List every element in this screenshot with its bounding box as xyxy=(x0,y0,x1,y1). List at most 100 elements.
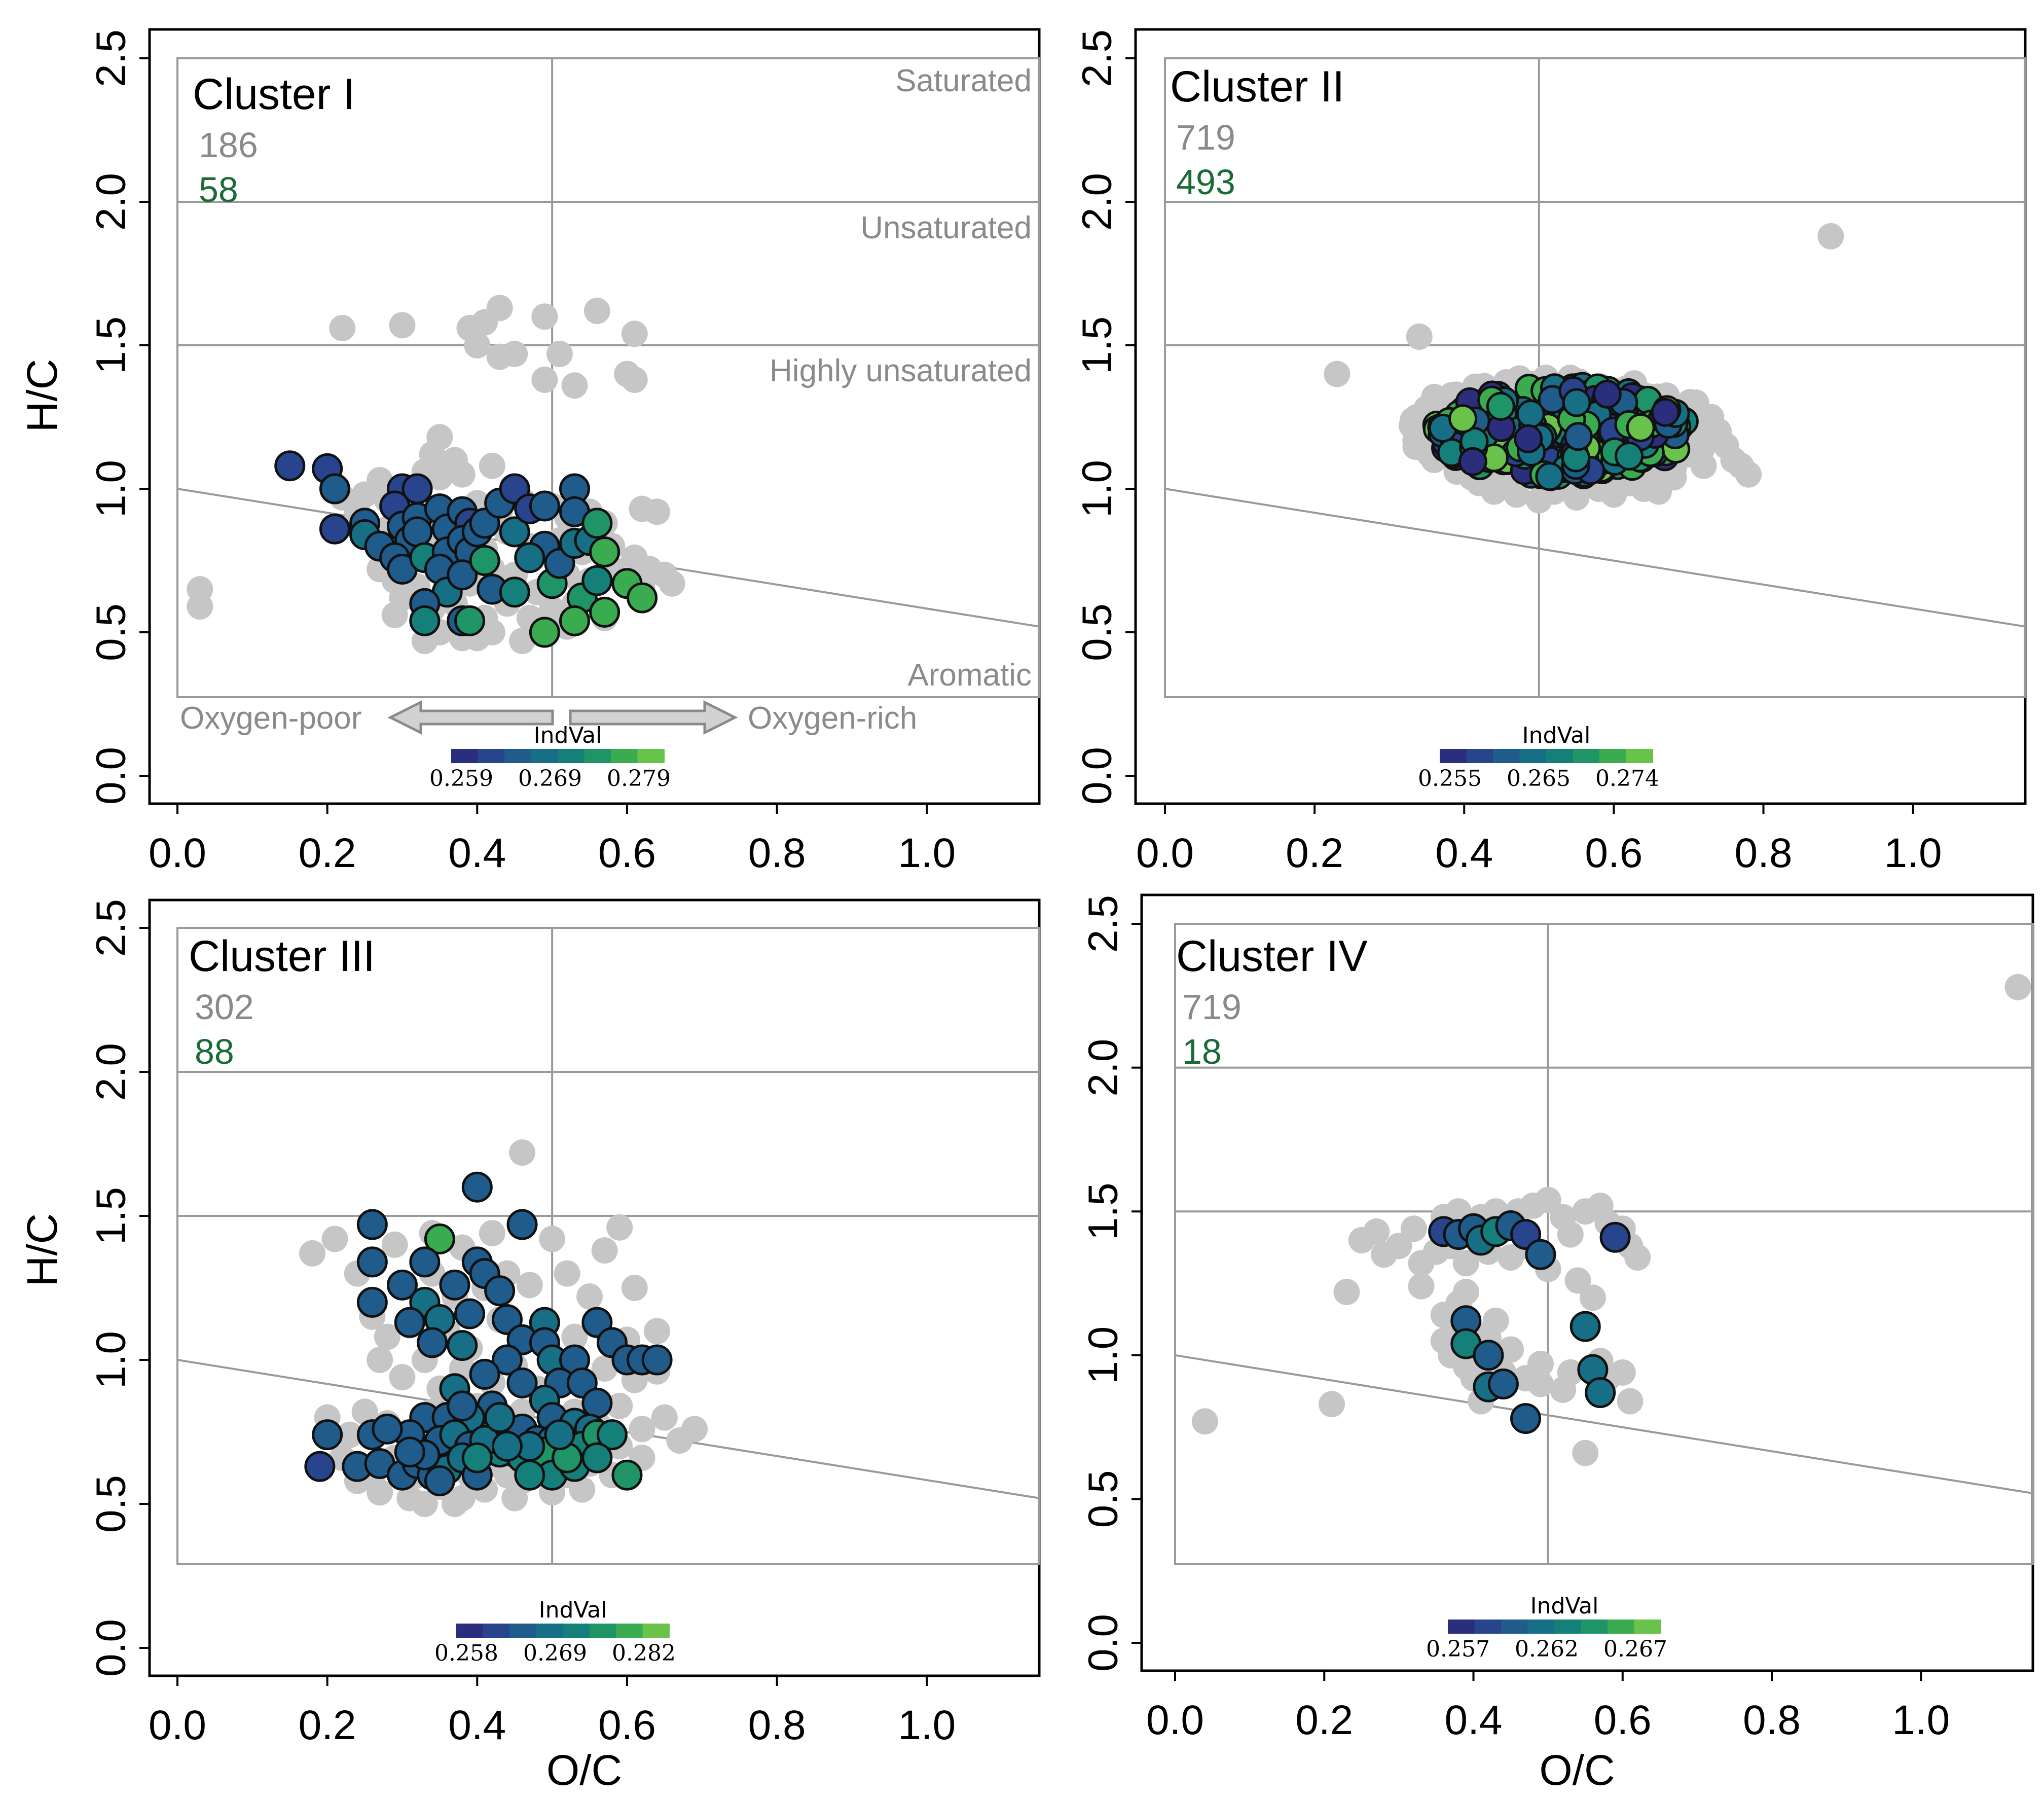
indicator-point xyxy=(1516,400,1545,429)
y-axis-title: H/C xyxy=(18,1213,66,1287)
cluster-title: Cluster II xyxy=(1170,62,1344,111)
indicator-point xyxy=(506,1209,538,1240)
background-point xyxy=(516,1272,543,1299)
y-tick-label: 0.0 xyxy=(1074,747,1120,805)
colorbar-segment xyxy=(1501,1620,1528,1634)
background-point xyxy=(539,1226,566,1252)
colorbar-segment xyxy=(478,749,505,763)
indicator-point xyxy=(1562,388,1591,417)
indicator-point xyxy=(1626,413,1655,443)
indicator-point xyxy=(1448,404,1478,434)
x-tick-label: 0.2 xyxy=(1295,1697,1353,1743)
indicator-point xyxy=(356,1286,388,1318)
indicator-point xyxy=(356,1209,388,1240)
x-tick-label: 1.0 xyxy=(1892,1697,1950,1743)
colorbar-segment xyxy=(531,749,558,763)
y-tick-label: 0.5 xyxy=(1074,603,1120,661)
zone-label-saturated: Saturated xyxy=(895,63,1032,98)
x-tick-label: 0.2 xyxy=(1286,830,1343,876)
y-tick-label: 0.5 xyxy=(88,1475,134,1533)
y-tick-label: 2.5 xyxy=(88,899,134,957)
indicator-point xyxy=(1473,1340,1504,1371)
indicator-point xyxy=(274,450,306,482)
background-point xyxy=(187,593,213,620)
indicator-point xyxy=(447,1390,478,1422)
background-point xyxy=(389,1364,416,1391)
background-point xyxy=(1385,1233,1412,1260)
colorbar-segment xyxy=(536,1624,563,1638)
background-point xyxy=(501,340,528,367)
indicator-point xyxy=(1458,447,1487,476)
colorbar-tick-label: 0.265 xyxy=(1507,766,1571,791)
cluster-title: Cluster I xyxy=(193,70,355,119)
x-tick-label: 0.6 xyxy=(598,830,656,876)
indicator-point xyxy=(529,490,560,522)
indicator-point xyxy=(589,596,620,628)
background-point xyxy=(1363,1218,1390,1245)
colorbar-segment xyxy=(1626,749,1653,763)
indicator-point xyxy=(589,536,620,568)
background-point xyxy=(509,627,535,654)
background-point xyxy=(1527,1371,1554,1397)
inner-region-box xyxy=(176,57,1040,698)
x-tick-label: 0.8 xyxy=(1735,830,1793,876)
y-tick-label: 1.0 xyxy=(88,460,134,518)
colorbar-segment xyxy=(1448,1620,1475,1634)
x-tick-label: 0.4 xyxy=(1435,830,1493,876)
background-point xyxy=(621,320,648,347)
y-tick-label: 1.5 xyxy=(88,1187,134,1245)
indicator-point xyxy=(312,1419,343,1451)
colorbar-segment xyxy=(1608,1620,1635,1634)
colorbar-segment xyxy=(563,1624,590,1638)
colorbar-title: IndVal xyxy=(539,1597,607,1623)
total-count: 719 xyxy=(1182,987,1242,1027)
left-arrow-icon xyxy=(387,700,554,735)
background-point xyxy=(299,1240,326,1267)
x-tick-label: 0.2 xyxy=(299,1702,356,1748)
background-point xyxy=(651,1404,678,1431)
background-point xyxy=(1728,452,1755,479)
background-point xyxy=(321,1226,348,1252)
indicator-point xyxy=(454,605,486,636)
y-tick-label: 1.0 xyxy=(1074,460,1120,518)
background-point xyxy=(1564,1267,1591,1294)
total-count: 302 xyxy=(195,987,254,1027)
background-point xyxy=(1452,1279,1479,1306)
background-point xyxy=(449,461,476,488)
indicator-point xyxy=(1570,1311,1601,1342)
indicator-point xyxy=(424,1465,455,1497)
indicator-point xyxy=(372,1413,403,1445)
y-tick-label: 2.0 xyxy=(1080,1039,1126,1097)
background-point xyxy=(501,1485,528,1512)
total-count: 186 xyxy=(199,125,258,165)
background-point xyxy=(1191,1408,1218,1435)
indicator-point xyxy=(424,1223,455,1254)
y-tick-label: 2.0 xyxy=(88,1043,134,1101)
indicator-point xyxy=(1514,424,1543,453)
x-tick-label: 0.4 xyxy=(448,1702,506,1748)
x-tick-label: 0.0 xyxy=(1146,1697,1204,1743)
background-point xyxy=(1817,223,1844,249)
x-axis-title: O/C xyxy=(546,1746,622,1794)
indicator-point xyxy=(559,605,590,636)
indicator-point xyxy=(1487,1369,1519,1400)
x-tick-label: 1.0 xyxy=(1884,830,1942,876)
background-point xyxy=(561,372,588,399)
background-point xyxy=(576,1283,603,1310)
background-point xyxy=(381,602,408,629)
colorbar-tick-label: 0.269 xyxy=(523,1640,587,1666)
background-point xyxy=(337,1421,363,1448)
x-tick-label: 0.6 xyxy=(1594,1697,1652,1743)
y-tick-label: 2.5 xyxy=(88,29,134,87)
background-point xyxy=(1400,1215,1427,1242)
background-point xyxy=(591,1237,618,1264)
colorbar-segment xyxy=(483,1624,510,1638)
colorbar-segment xyxy=(1474,1620,1502,1634)
indicator-point xyxy=(1651,398,1680,427)
background-point xyxy=(441,1491,468,1517)
indicator-point xyxy=(506,1367,538,1398)
background-point xyxy=(591,1355,618,1382)
background-point xyxy=(509,1139,535,1166)
indicator-point xyxy=(417,1327,448,1358)
indicator-point xyxy=(529,617,560,648)
